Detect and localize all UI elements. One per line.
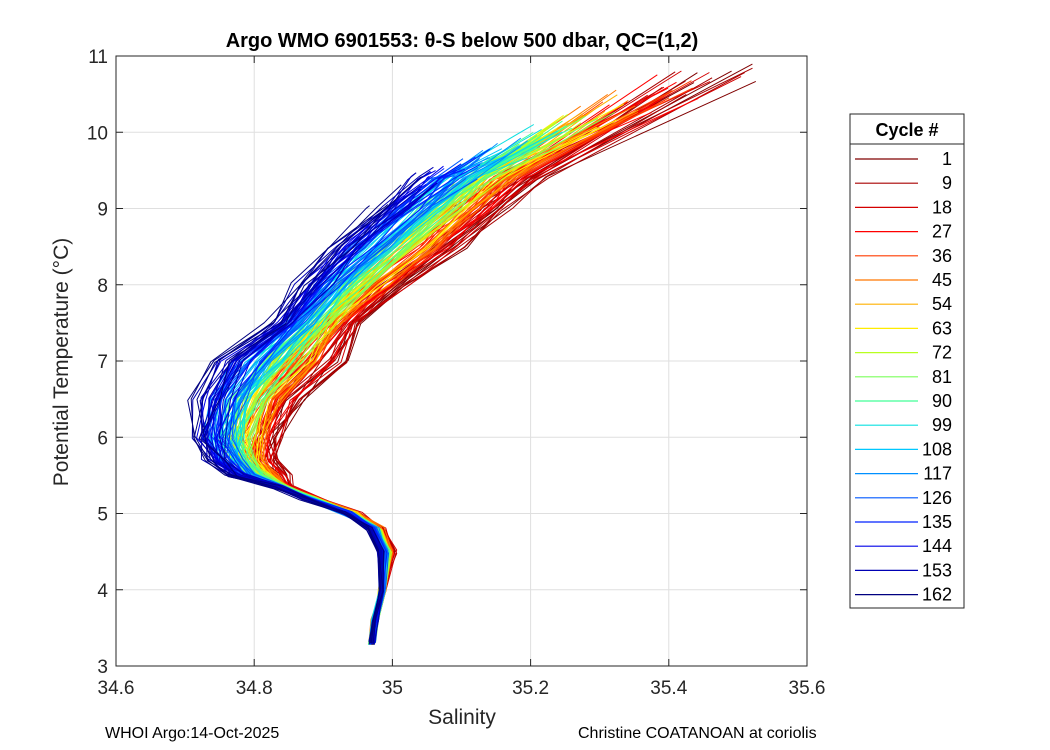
legend-title: Cycle # xyxy=(875,120,938,140)
legend-label: 126 xyxy=(922,488,952,508)
profile-line xyxy=(260,102,664,644)
legend-label: 45 xyxy=(932,270,952,290)
legend-label: 117 xyxy=(923,464,952,484)
legend-label: 90 xyxy=(932,391,952,411)
profile-line xyxy=(226,155,507,642)
legend-label: 72 xyxy=(932,343,952,363)
profile-line xyxy=(190,184,402,645)
legend-label: 99 xyxy=(932,415,952,435)
legend-label: 81 xyxy=(932,367,952,387)
profile-line xyxy=(253,94,648,646)
y-axis-ticks: 3 4 5 6 7 8 9 10 11 xyxy=(87,47,807,678)
legend-label: 153 xyxy=(922,560,952,580)
legend-label: 18 xyxy=(932,197,952,217)
legend-label: 36 xyxy=(932,246,952,266)
profile-line xyxy=(213,168,466,643)
y-tick-label: 9 xyxy=(97,200,108,221)
x-tick-label: 35.4 xyxy=(650,678,687,699)
legend-box xyxy=(849,113,965,609)
legend-label: 9 xyxy=(942,173,952,193)
y-tick-label: 4 xyxy=(97,581,108,602)
profile-line xyxy=(262,72,698,645)
y-tick-label: 10 xyxy=(87,123,108,144)
profile-line xyxy=(215,178,478,644)
legend-label: 108 xyxy=(922,439,952,459)
profile-line xyxy=(231,158,480,644)
y-tick-label: 11 xyxy=(88,47,108,68)
legend-entries: 1 9 18 27 36 45 54 63 72 81 90 99 108 117 126 135 144 153… xyxy=(855,149,952,605)
profile-line xyxy=(198,206,388,645)
profile-series xyxy=(187,63,757,646)
profile-line xyxy=(262,118,601,642)
profile-line xyxy=(218,182,438,645)
y-axis-label: Potential Temperature (°C) xyxy=(50,238,73,486)
x-axis-ticks: 34.6 34.8 35 35.2 35.4 35.6 xyxy=(98,56,826,699)
y-tick-label: 5 xyxy=(97,505,108,526)
legend-label: 162 xyxy=(922,585,952,605)
profile-line xyxy=(262,72,710,643)
profile-line xyxy=(235,120,563,645)
legend-label: 54 xyxy=(932,294,952,314)
profile-line xyxy=(193,176,423,644)
profile-line xyxy=(267,90,673,644)
x-tick-label: 35.6 xyxy=(789,678,826,699)
x-tick-label: 35.2 xyxy=(512,678,549,699)
profile-line xyxy=(255,105,600,645)
legend-label: 135 xyxy=(922,512,952,532)
legend: Cycle # 19182736455463728190991081171261… xyxy=(849,113,965,609)
x-tick-label: 34.8 xyxy=(236,678,273,699)
legend-label: 1 xyxy=(942,149,952,169)
y-tick-label: 6 xyxy=(97,428,108,449)
legend-label: 144 xyxy=(922,536,952,556)
footer-credit-left: WHOI Argo:14-Oct-2025 xyxy=(105,725,280,742)
y-tick-label: 3 xyxy=(97,657,108,678)
legend-label: 63 xyxy=(932,318,952,338)
x-axis-label: Salinity xyxy=(428,706,496,729)
legend-label: 27 xyxy=(932,222,952,242)
x-tick-label: 35 xyxy=(382,678,403,699)
y-tick-label: 8 xyxy=(97,276,108,297)
x-tick-label: 34.6 xyxy=(98,678,135,699)
y-tick-label: 7 xyxy=(97,352,108,373)
profile-line xyxy=(244,130,560,643)
chart-title: Argo WMO 6901553: θ-S below 500 dbar, QC… xyxy=(226,30,699,52)
profile-line xyxy=(273,93,687,645)
footer-credit-right: Christine COATANOAN at coriolis xyxy=(578,725,817,742)
